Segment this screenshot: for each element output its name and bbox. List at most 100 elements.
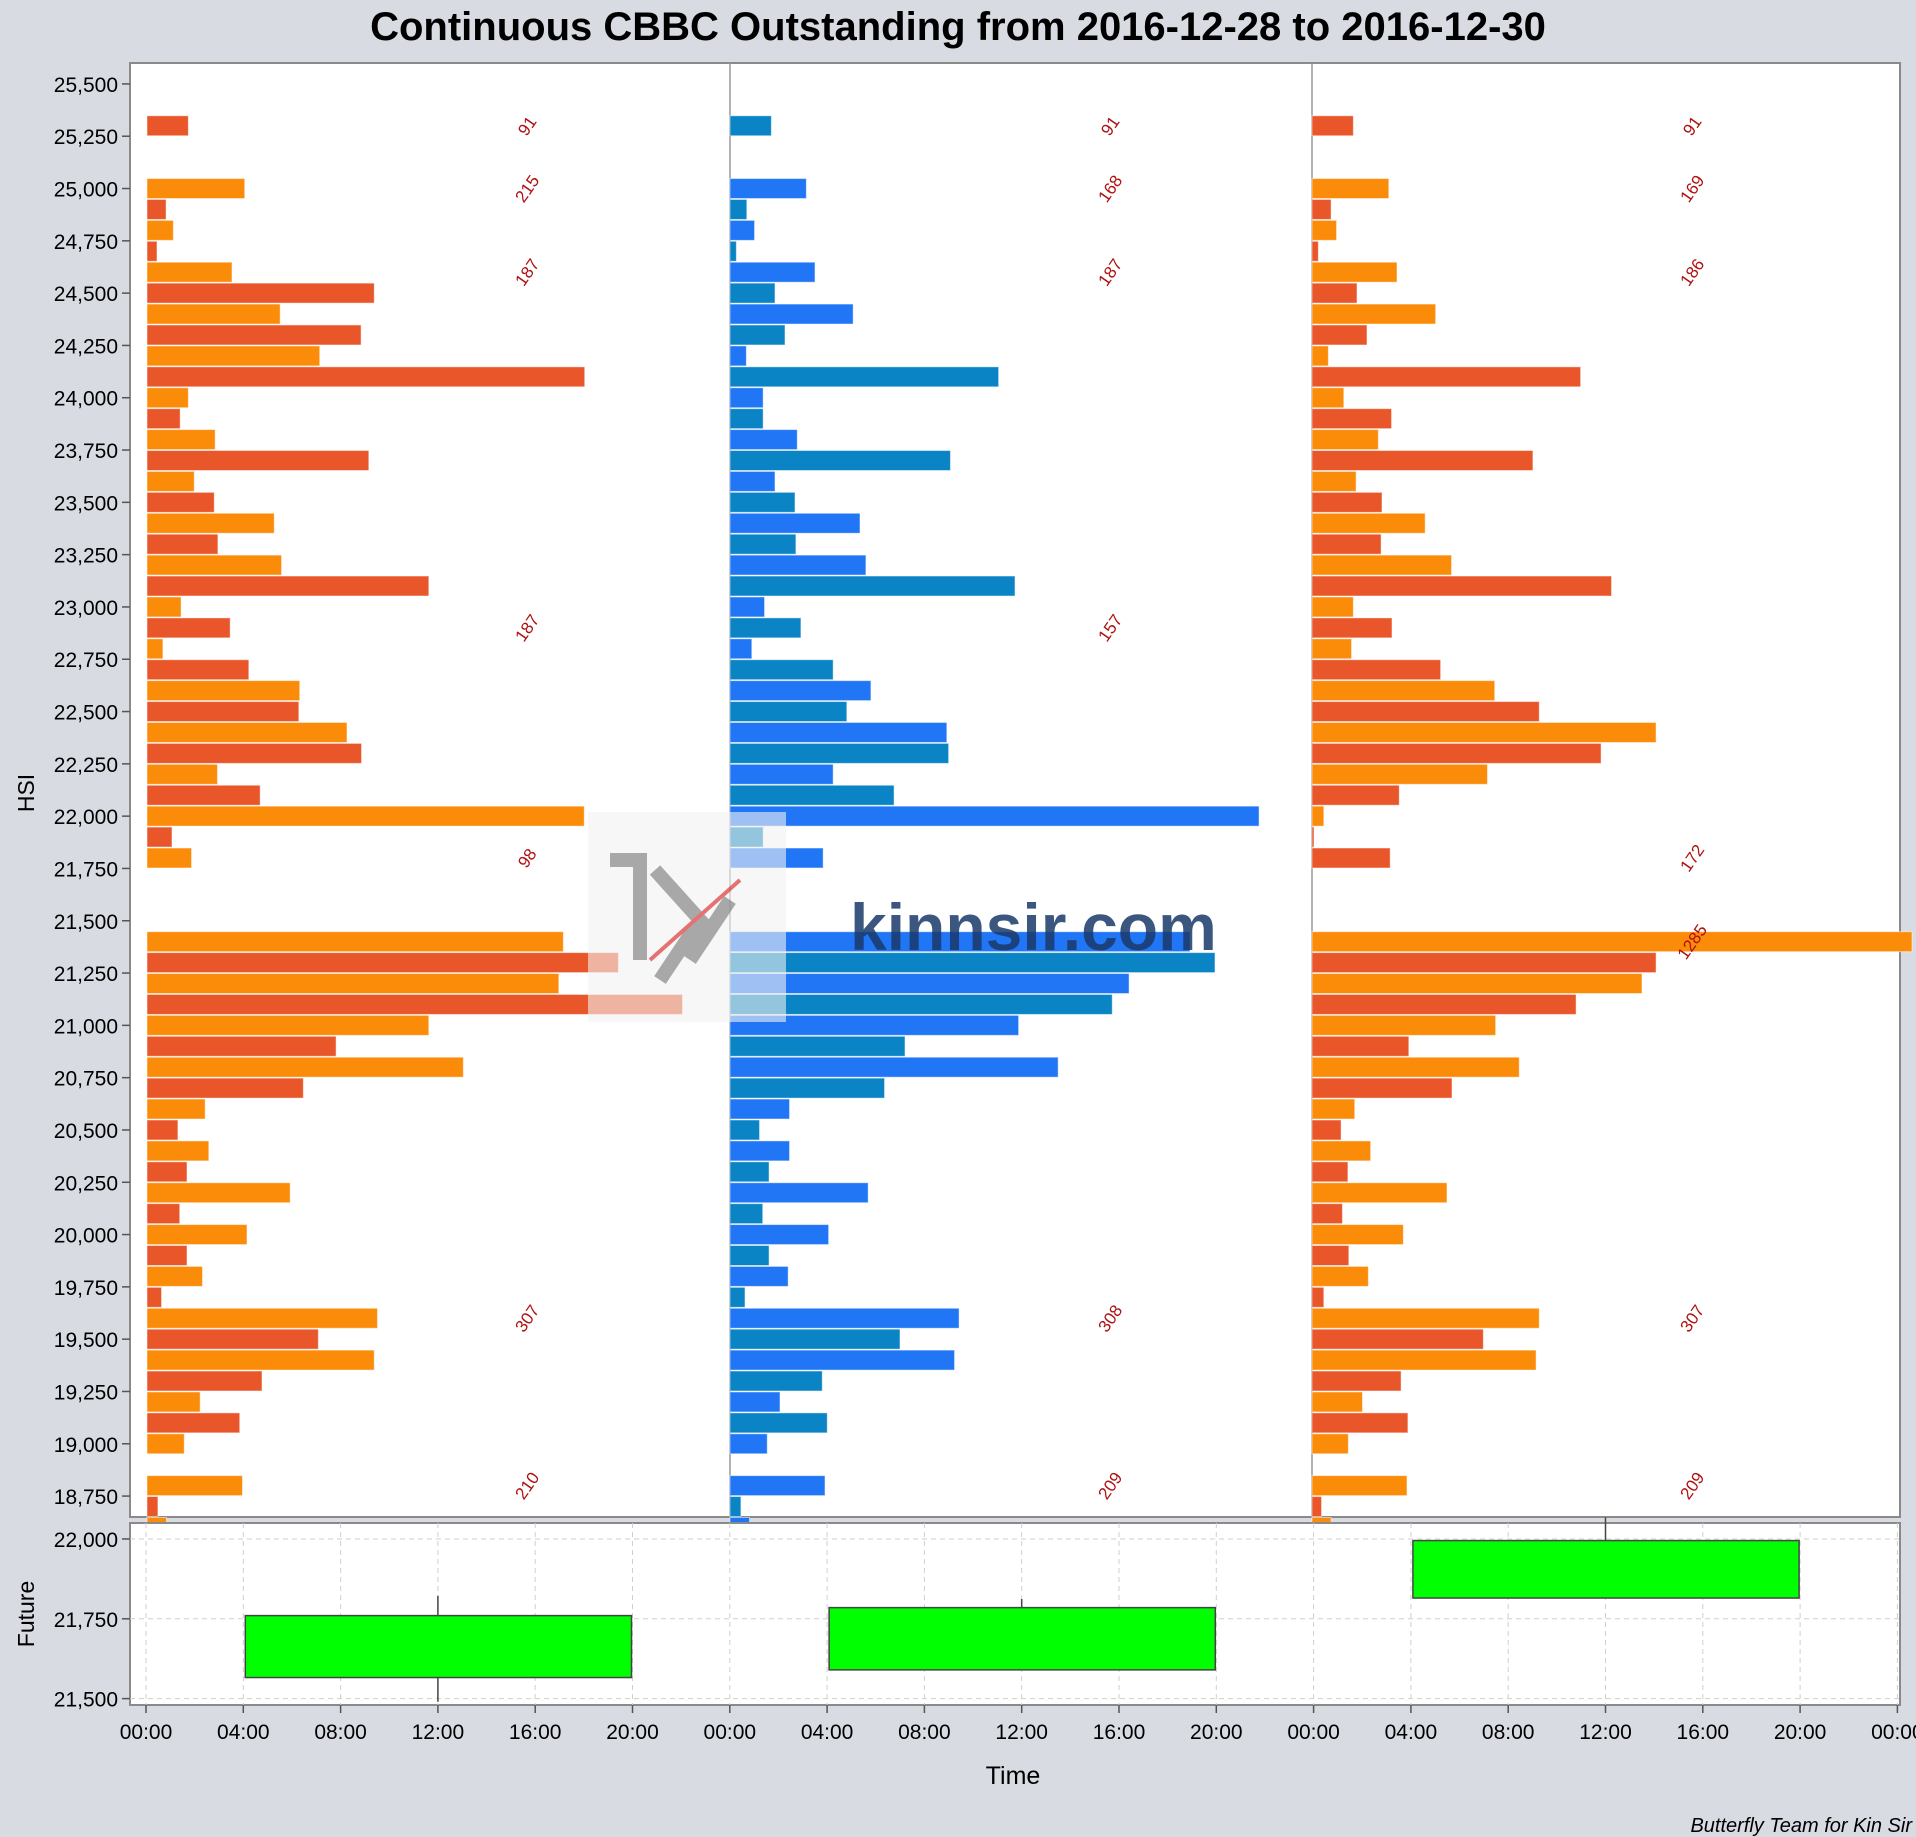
cbbc-bar <box>1311 826 1315 848</box>
cbbc-y-tick-label: 19,000 <box>54 1434 118 1457</box>
cbbc-y-tick-label: 23,250 <box>54 545 118 568</box>
cbbc-y-tick-label: 21,250 <box>54 963 118 986</box>
cbbc-bar <box>729 763 834 785</box>
cbbc-bar <box>1311 1077 1453 1099</box>
cbbc-bar <box>1311 1098 1356 1120</box>
cbbc-bar <box>729 596 766 618</box>
cbbc-bar <box>729 973 1130 995</box>
cbbc-bar <box>1311 366 1582 388</box>
future-candles <box>244 1517 1800 1702</box>
cbbc-bar <box>146 429 216 451</box>
cbbc-bar <box>1311 240 1319 262</box>
cbbc-y-tick-label: 25,000 <box>54 179 118 202</box>
cbbc-bar <box>146 1412 241 1434</box>
cbbc-y-tick-label: 22,250 <box>54 754 118 777</box>
cbbc-bar <box>1311 931 1913 953</box>
cbbc-bar <box>729 533 797 555</box>
time-x-tick-label: 16:00 <box>509 1721 562 1744</box>
cbbc-bar <box>146 512 275 534</box>
cbbc-bar <box>729 470 776 492</box>
cbbc-bar <box>146 680 301 702</box>
cbbc-bar <box>146 1182 291 1204</box>
cbbc-bar <box>146 1056 464 1078</box>
cbbc-bar <box>1311 1056 1520 1078</box>
cbbc-bar <box>1311 993 1577 1015</box>
cbbc-bar <box>729 784 895 806</box>
cbbc-bar <box>1311 219 1338 241</box>
cbbc-y-tick-label: 18,750 <box>54 1486 118 1509</box>
cbbc-y-tick-label: 22,750 <box>54 649 118 672</box>
cbbc-bar <box>729 1203 764 1225</box>
cbbc-y-axis: 18,750 19,000 19,250 19,500 19,750 20,000 20,2… <box>54 74 130 1509</box>
cbbc-bar <box>729 1412 828 1434</box>
cbbc-bar <box>1311 282 1358 304</box>
future-y-tick-label: 21,500 <box>54 1689 118 1712</box>
cbbc-bar <box>1311 1014 1497 1036</box>
cbbc-bars <box>146 115 1913 1538</box>
cbbc-bar <box>729 429 798 451</box>
cbbc-bar <box>729 721 948 743</box>
cbbc-y-axis-label: HSI <box>13 774 39 812</box>
cbbc-bar <box>146 219 174 241</box>
cbbc-bar <box>146 1328 319 1350</box>
cbbc-y-tick-label: 23,000 <box>54 597 118 620</box>
cbbc-bar <box>729 1286 746 1308</box>
cbbc-bar <box>1311 973 1643 995</box>
cbbc-bar <box>1311 952 1657 974</box>
cbbc-bar <box>729 449 951 471</box>
cbbc-bar <box>146 1161 188 1183</box>
cbbc-bar <box>1311 1412 1409 1434</box>
time-x-axis-label: Time <box>986 1762 1041 1790</box>
cbbc-bar <box>729 1224 830 1246</box>
cbbc-bar <box>146 1244 188 1266</box>
cbbc-bar <box>729 387 764 409</box>
time-x-tick-label: 20:00 <box>1774 1721 1827 1744</box>
cbbc-bar <box>729 512 861 534</box>
footer-credit: Butterfly Team for Kin Sir <box>1690 1815 1913 1837</box>
future-candle <box>1412 1539 1800 1599</box>
cbbc-bar <box>1311 659 1442 681</box>
cbbc-bar <box>146 1119 179 1141</box>
cbbc-bar <box>729 366 1000 388</box>
cbbc-bar <box>729 408 764 430</box>
cbbc-bar <box>1311 1433 1349 1455</box>
cbbc-bar <box>146 1433 185 1455</box>
cbbc-bar <box>146 533 219 555</box>
cbbc-y-tick-label: 25,500 <box>54 74 118 97</box>
cbbc-bar <box>1311 512 1426 534</box>
cbbc-bar <box>146 1475 243 1497</box>
cbbc-bar <box>146 470 195 492</box>
cbbc-y-tick-label: 20,000 <box>54 1225 118 1248</box>
cbbc-bar <box>729 1056 1059 1078</box>
future-y-axis: 21,500 21,750 22,000 <box>54 1529 130 1712</box>
time-x-tick-label: 08:00 <box>1482 1721 1535 1744</box>
cbbc-bar <box>729 1077 886 1099</box>
cbbc-bar <box>729 345 747 367</box>
cbbc-bar <box>1311 1328 1484 1350</box>
cbbc-bar <box>1311 303 1437 325</box>
cbbc-bar <box>1311 408 1393 430</box>
cbbc-bar <box>1311 617 1393 639</box>
cbbc-bar <box>729 1014 1020 1036</box>
cbbc-y-tick-label: 22,000 <box>54 806 118 829</box>
watermark: kinnsir.com <box>588 812 1217 1022</box>
cbbc-bar <box>146 763 218 785</box>
cbbc-bar <box>146 1307 378 1329</box>
cbbc-bar <box>729 324 786 346</box>
cbbc-y-tick-label: 20,500 <box>54 1120 118 1143</box>
cbbc-bar <box>146 575 430 597</box>
cbbc-bar <box>729 701 848 723</box>
cbbc-bar <box>1311 1119 1342 1141</box>
cbbc-bar <box>729 261 816 283</box>
cbbc-bar <box>146 366 586 388</box>
watermark-text: kinnsir.com <box>850 890 1217 964</box>
cbbc-bar <box>1311 345 1329 367</box>
cbbc-bar <box>729 491 796 513</box>
cbbc-bar <box>146 1286 163 1308</box>
time-x-tick-label: 08:00 <box>314 1721 367 1744</box>
cbbc-bar <box>146 659 250 681</box>
cbbc-bar <box>1311 1496 1323 1518</box>
cbbc-bar <box>146 1035 337 1057</box>
cbbc-bar <box>729 198 748 220</box>
